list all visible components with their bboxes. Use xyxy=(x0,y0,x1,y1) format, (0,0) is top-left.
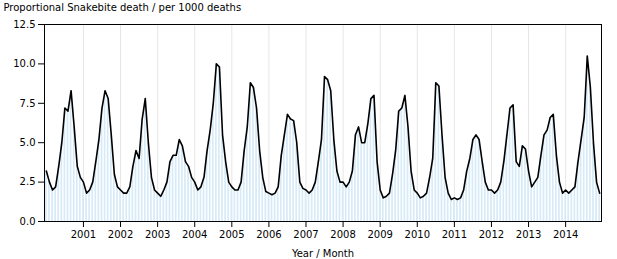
svg-text:2014: 2014 xyxy=(553,229,578,240)
svg-text:12.5: 12.5 xyxy=(13,19,35,30)
svg-text:2011: 2011 xyxy=(442,229,467,240)
svg-text:7.5: 7.5 xyxy=(20,98,36,109)
svg-text:2010: 2010 xyxy=(405,229,430,240)
svg-text:2009: 2009 xyxy=(367,229,392,240)
svg-text:2013: 2013 xyxy=(516,229,541,240)
svg-text:10.0: 10.0 xyxy=(13,58,35,69)
svg-text:2001: 2001 xyxy=(71,229,96,240)
svg-text:0.0: 0.0 xyxy=(20,216,36,227)
svg-text:2003: 2003 xyxy=(145,229,170,240)
svg-text:2005: 2005 xyxy=(219,229,244,240)
svg-text:2002: 2002 xyxy=(108,229,133,240)
svg-text:2004: 2004 xyxy=(182,229,207,240)
svg-text:2.5: 2.5 xyxy=(20,176,36,187)
svg-text:Year / Month: Year / Month xyxy=(291,248,354,259)
svg-text:2006: 2006 xyxy=(256,229,281,240)
svg-text:Proportional Snakebite death /: Proportional Snakebite death / per 1000 … xyxy=(4,2,242,13)
svg-text:2008: 2008 xyxy=(330,229,355,240)
svg-text:5.0: 5.0 xyxy=(20,137,36,148)
svg-text:2012: 2012 xyxy=(479,229,504,240)
svg-text:2007: 2007 xyxy=(293,229,318,240)
